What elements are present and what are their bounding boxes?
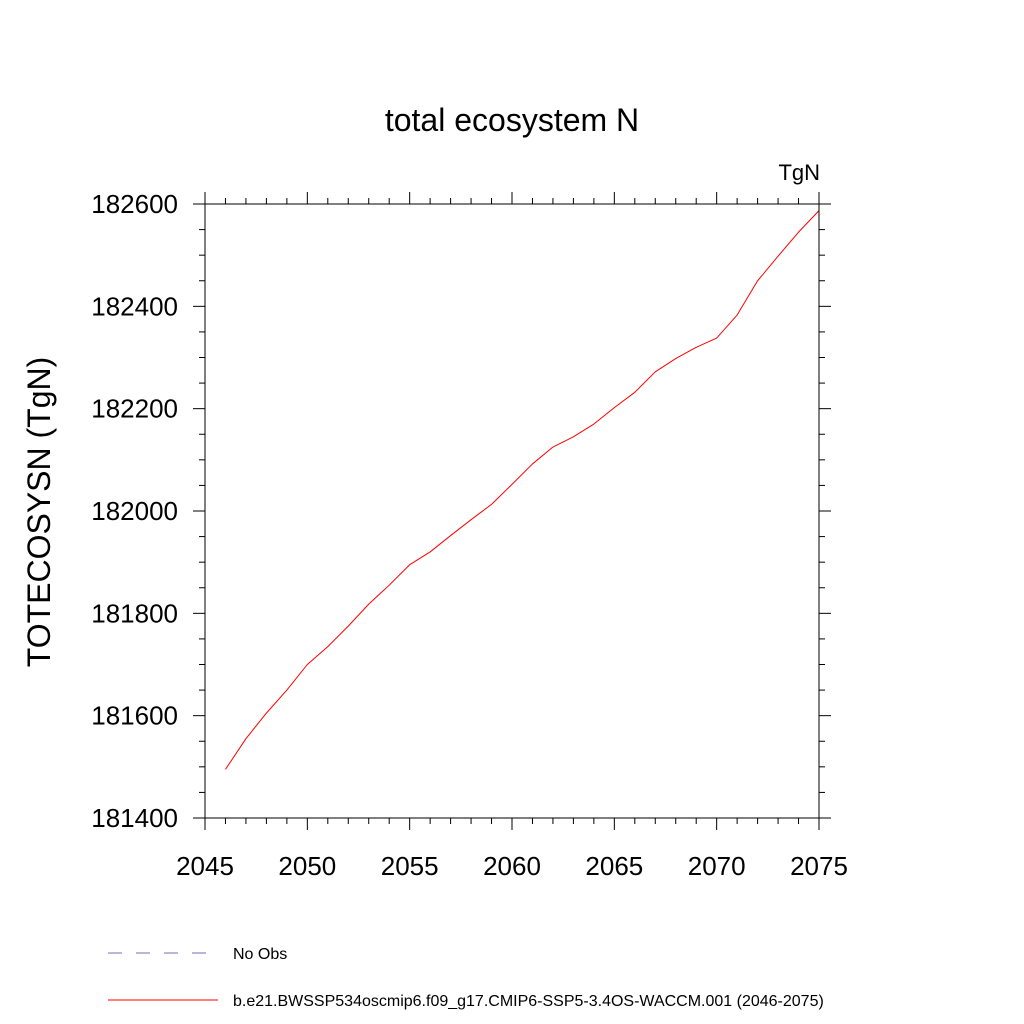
y-tick-label: 181400 [91, 803, 178, 833]
y-tick-label: 181600 [91, 701, 178, 731]
y-tick-label: 181800 [91, 598, 178, 628]
x-tick-label: 2050 [278, 851, 336, 881]
plot-frame [204, 203, 820, 819]
tick-labels: 2045 2050 2055 2060 2065 2070 2075 181400 181600… [91, 189, 848, 881]
y-tick-label: 182000 [91, 496, 178, 526]
x-tick-label: 2055 [381, 851, 439, 881]
data-series [225, 210, 820, 770]
y-tick-label: 182200 [91, 394, 178, 424]
units-label: TgN [778, 160, 820, 185]
series-line [225, 210, 820, 770]
x-tick-label: 2070 [688, 851, 746, 881]
chart-title: total ecosystem N [385, 102, 639, 138]
x-tick-label: 2065 [585, 851, 643, 881]
x-tick-label: 2075 [790, 851, 848, 881]
y-tick-label: 182400 [91, 291, 178, 321]
y-axis-label: TOTECOSYSN (TgN) [21, 357, 57, 668]
legend-label: b.e21.BWSSP534oscmip6.f09_g17.CMIP6-SSP5… [233, 993, 824, 1010]
x-tick-label: 2060 [483, 851, 541, 881]
legend: No Obs b.e21.BWSSP534oscmip6.f09_g17.CMIP… [108, 946, 824, 1010]
legend-label: No Obs [233, 946, 287, 963]
x-tick-label: 2045 [176, 851, 234, 881]
axis-ticks [193, 192, 831, 830]
y-tick-label: 182600 [91, 189, 178, 219]
